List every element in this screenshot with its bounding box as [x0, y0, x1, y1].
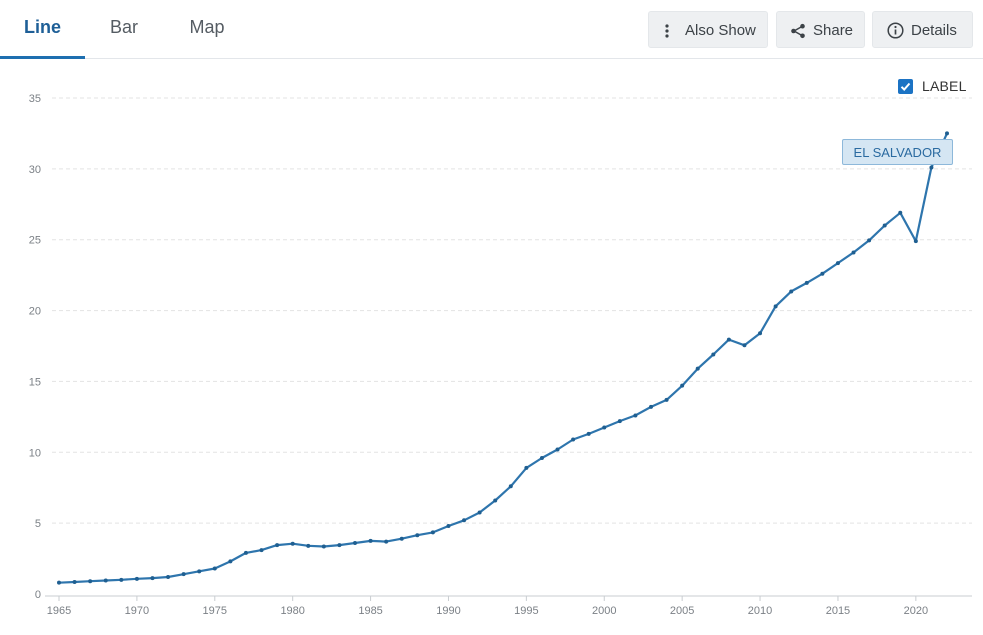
- data-point-2012: [789, 289, 794, 294]
- data-point-1990: [446, 523, 451, 528]
- y-tick-label-35: 35: [29, 93, 41, 105]
- data-point-1977: [243, 550, 248, 555]
- x-tick-label-1985: 1985: [358, 605, 382, 617]
- data-point-1975: [212, 566, 217, 571]
- share-icon: [790, 12, 806, 49]
- y-tick-label-10: 10: [29, 447, 41, 459]
- x-tick-label-2005: 2005: [670, 605, 694, 617]
- x-tick-label-1970: 1970: [125, 605, 149, 617]
- data-point-2007: [711, 352, 716, 357]
- tab-line[interactable]: Line: [0, 0, 85, 59]
- data-point-1993: [493, 498, 498, 503]
- data-point-2000: [602, 425, 607, 430]
- data-point-2021: [929, 165, 934, 170]
- data-point-2005: [680, 383, 685, 388]
- data-point-2011: [773, 304, 778, 309]
- info-icon: [887, 12, 904, 49]
- data-point-2003: [649, 404, 653, 409]
- details-label: Details: [911, 22, 957, 39]
- x-tick-label-1995: 1995: [514, 605, 538, 617]
- data-point-1979: [275, 543, 280, 548]
- data-point-2009: [742, 343, 747, 348]
- data-point-1970: [134, 576, 139, 581]
- x-tick-label-2000: 2000: [592, 605, 616, 617]
- y-tick-label-25: 25: [29, 235, 41, 247]
- share-label: Share: [813, 22, 854, 39]
- x-tick-label-2015: 2015: [826, 605, 850, 617]
- data-point-1973: [181, 572, 186, 577]
- data-point-1974: [197, 569, 202, 574]
- data-point-1998: [571, 437, 576, 442]
- data-point-2018: [882, 223, 887, 228]
- series-label-el-salvador: EL SALVADOR: [842, 139, 953, 165]
- series-line-0: [58, 132, 948, 584]
- data-point-1985: [368, 538, 373, 543]
- data-point-1982: [321, 544, 326, 549]
- x-tick-label-2010: 2010: [748, 605, 772, 617]
- data-point-1969: [119, 577, 124, 582]
- data-point-1976: [228, 559, 233, 564]
- data-point-2017: [867, 238, 872, 243]
- data-point-1986: [384, 539, 389, 544]
- data-point-1997: [555, 447, 560, 452]
- x-tick-label-1975: 1975: [203, 605, 227, 617]
- also-show-label: Also Show: [685, 22, 756, 39]
- data-point-1978: [259, 548, 264, 553]
- label-toggle[interactable]: LABEL: [898, 76, 967, 96]
- data-point-1999: [586, 431, 591, 436]
- data-point-1967: [88, 579, 93, 584]
- data-point-1996: [539, 455, 544, 460]
- data-point-2015: [835, 261, 840, 266]
- vertical-dots-icon: [665, 12, 669, 49]
- checkmark-icon: [900, 82, 911, 91]
- data-point-1984: [353, 540, 357, 545]
- label-checkbox[interactable]: [898, 78, 913, 94]
- also-show-button[interactable]: Also Show: [648, 11, 768, 48]
- tab-map[interactable]: Map: [189, 17, 225, 37]
- data-point-1992: [477, 510, 482, 515]
- line-chart: 0 5 10 15 20 25 30 35 1965 1970 1975 1980 1985 1990 19…: [29, 93, 972, 617]
- data-point-1988: [415, 533, 420, 538]
- data-point-1991: [462, 518, 467, 523]
- data-point-1965: [57, 580, 61, 585]
- data-point-1971: [150, 576, 155, 581]
- data-point-2010: [758, 331, 763, 336]
- data-point-1980: [290, 541, 295, 546]
- y-tick-label-15: 15: [29, 376, 41, 388]
- data-point-2001: [617, 419, 622, 424]
- data-point-1987: [399, 536, 404, 541]
- data-point-1983: [337, 543, 342, 548]
- data-point-2016: [851, 250, 856, 255]
- tab-bar[interactable]: Bar: [109, 17, 138, 37]
- data-point-2020: [913, 239, 918, 244]
- data-point-2022: [945, 131, 949, 136]
- details-button[interactable]: Details: [872, 11, 973, 48]
- data-point-1981: [306, 543, 311, 548]
- y-tick-label-0: 0: [35, 589, 41, 601]
- x-tick-label-1965: 1965: [47, 605, 71, 617]
- y-tick-label-30: 30: [29, 164, 41, 176]
- data-point-2019: [898, 210, 903, 215]
- data-point-2008: [726, 337, 731, 342]
- data-point-1968: [103, 578, 108, 583]
- data-point-1989: [430, 530, 435, 535]
- data-point-2013: [804, 280, 809, 285]
- x-tick-label-1990: 1990: [436, 605, 460, 617]
- data-point-2014: [820, 271, 825, 276]
- data-point-1994: [508, 484, 513, 489]
- y-tick-label-20: 20: [29, 306, 41, 318]
- data-point-1995: [524, 465, 529, 470]
- data-point-2006: [695, 366, 700, 371]
- share-button[interactable]: Share: [776, 11, 865, 48]
- label-toggle-text: LABEL: [922, 78, 967, 94]
- top-bar: Line Bar Map Also Show Share: [0, 0, 983, 59]
- x-tick-label-1980: 1980: [280, 605, 304, 617]
- x-tick-label-2020: 2020: [904, 605, 928, 617]
- data-point-1972: [166, 574, 171, 579]
- data-point-1966: [72, 579, 77, 584]
- y-tick-label-5: 5: [35, 518, 41, 530]
- data-point-2002: [633, 413, 638, 418]
- data-point-2004: [664, 397, 669, 402]
